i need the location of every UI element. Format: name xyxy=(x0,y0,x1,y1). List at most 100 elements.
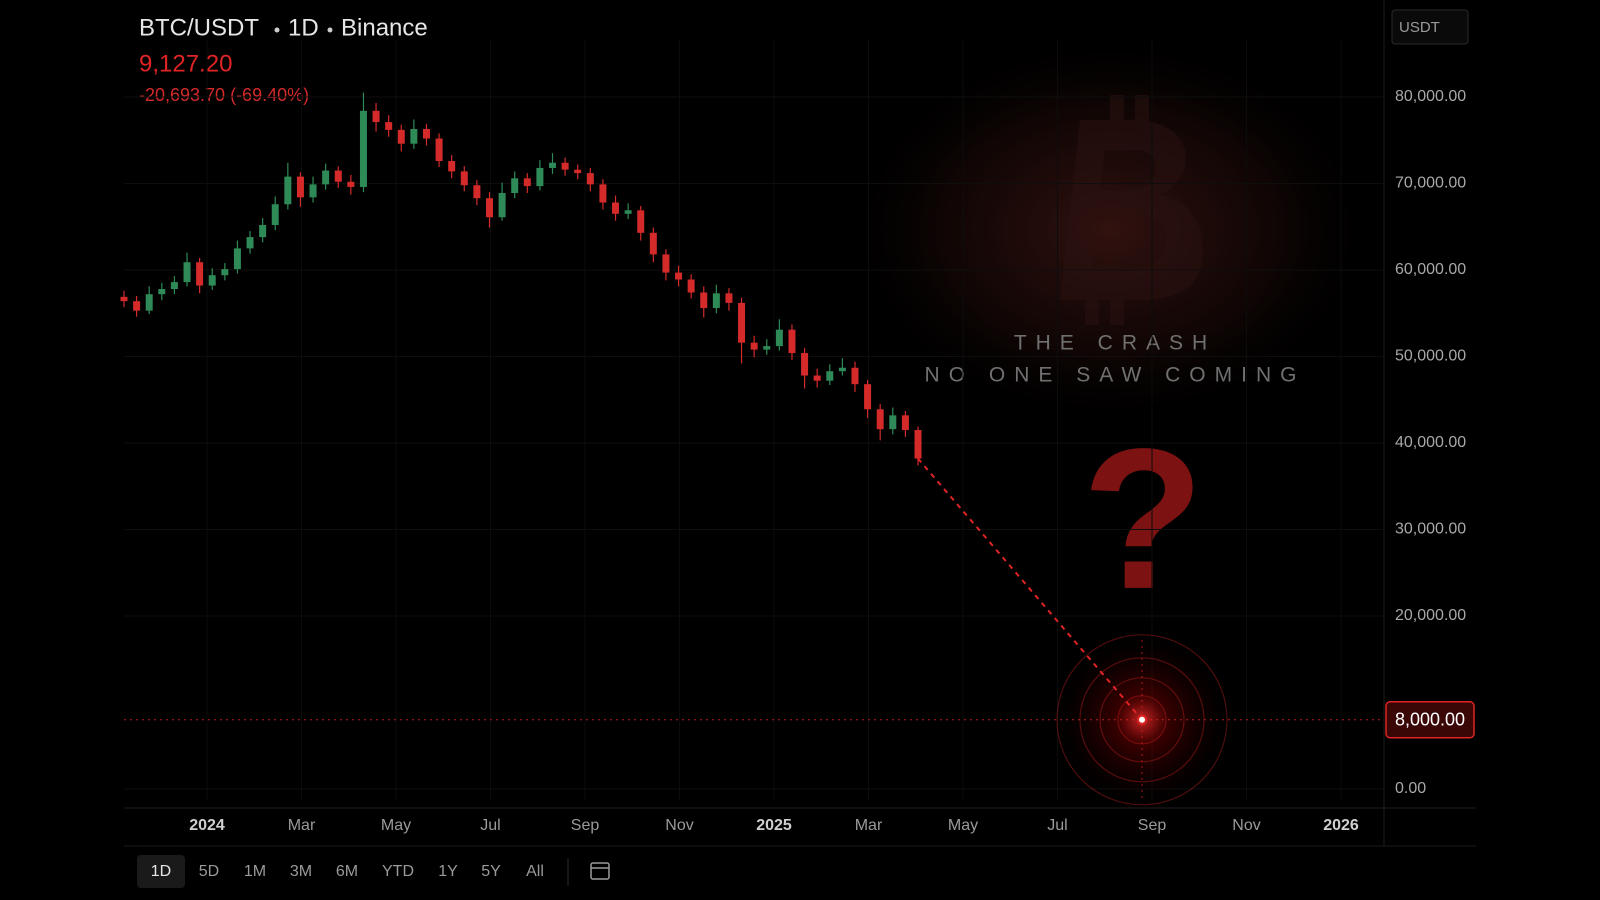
last-price: 9,127.20 xyxy=(139,50,232,77)
candle-body xyxy=(435,138,443,162)
candle-body xyxy=(725,293,733,303)
smoke xyxy=(840,30,1380,430)
target-ring xyxy=(1056,634,1228,806)
candle-body xyxy=(347,181,355,187)
range-button-bg[interactable] xyxy=(137,855,185,888)
candle-body xyxy=(889,415,897,430)
currency[interactable]: USDT xyxy=(1399,19,1440,36)
candle-body xyxy=(599,184,607,203)
candle-body xyxy=(473,185,481,199)
candle-body xyxy=(334,170,342,182)
target-label-box xyxy=(1385,701,1475,739)
candle-body xyxy=(901,415,909,431)
candle-body xyxy=(801,353,809,376)
range-button[interactable]: 1M xyxy=(244,863,266,880)
projection-line xyxy=(917,457,1143,721)
range-button[interactable]: 5Y xyxy=(481,863,501,880)
question-mark: ? xyxy=(1082,408,1204,631)
candle-body xyxy=(511,178,519,194)
candle-body xyxy=(851,367,859,385)
y-tick-label: 70,000.00 xyxy=(1395,175,1466,192)
candle-body xyxy=(183,262,191,283)
y-tick-label: 30,000.00 xyxy=(1395,521,1466,538)
y-tick-label: 80,000.00 xyxy=(1395,88,1466,105)
range-button[interactable]: 1Y xyxy=(438,863,458,880)
candle-body xyxy=(309,184,317,198)
candle-body xyxy=(422,129,430,139)
range-button[interactable]: 6M xyxy=(336,863,358,880)
x-tick-label: 2025 xyxy=(756,817,792,834)
candle-body xyxy=(246,237,254,249)
candle-body xyxy=(196,262,204,286)
y-tick-label: 50,000.00 xyxy=(1395,348,1466,365)
candle-body xyxy=(637,210,645,233)
x-tick-label: May xyxy=(948,817,978,834)
x-tick-label: Nov xyxy=(665,817,693,834)
candle-body xyxy=(485,198,493,218)
candle-body xyxy=(410,129,418,144)
interval: 1D xyxy=(288,14,319,41)
y-tick-label: 0.00 xyxy=(1395,780,1426,797)
candle-body xyxy=(460,171,468,186)
candle-body xyxy=(775,329,783,347)
candle-body xyxy=(574,169,582,174)
headline: NO ONE SAW COMING xyxy=(925,364,1306,387)
bitcoin-logo xyxy=(1060,95,1203,325)
candle-body xyxy=(322,170,330,185)
candle-body xyxy=(170,282,178,290)
price-change: -20,693.70 (-69.40%) xyxy=(139,85,309,105)
candle-body xyxy=(385,122,393,130)
separator-dot xyxy=(327,27,333,33)
exchange: Binance xyxy=(341,14,428,41)
candle-body xyxy=(549,162,557,168)
candle-body xyxy=(876,409,884,430)
target-dot xyxy=(1137,714,1147,725)
candle-body xyxy=(675,272,683,280)
target-label: 8,000.00 xyxy=(1395,710,1465,730)
candle-body xyxy=(284,176,292,205)
candle-body xyxy=(145,294,153,311)
candle-body xyxy=(838,367,846,372)
candle-body xyxy=(296,176,304,198)
x-tick-label: Sep xyxy=(571,817,600,834)
x-tick-label: Mar xyxy=(288,817,316,834)
x-tick-label: Mar xyxy=(855,817,883,834)
candle-body xyxy=(359,110,367,187)
x-tick-label: Jul xyxy=(480,817,500,834)
candle-body xyxy=(259,225,267,238)
y-tick-label: 40,000.00 xyxy=(1395,434,1466,451)
candle-body xyxy=(813,375,821,381)
candle-body xyxy=(864,384,872,410)
candle-body xyxy=(523,178,531,187)
x-tick-label: Nov xyxy=(1232,817,1260,834)
candle-body xyxy=(687,279,695,293)
currency-box[interactable] xyxy=(1391,9,1469,45)
y-tick-label: 20,000.00 xyxy=(1395,607,1466,624)
x-tick-label: Jul xyxy=(1047,817,1067,834)
x-tick-label: May xyxy=(381,817,411,834)
range-button[interactable]: YTD xyxy=(382,863,414,880)
range-button[interactable]: 1D xyxy=(151,863,171,880)
candle-body xyxy=(826,371,834,381)
range-button[interactable]: 5D xyxy=(199,863,219,880)
candle-body xyxy=(208,275,216,286)
candle-body xyxy=(158,289,166,295)
candle-body xyxy=(750,342,758,350)
range-button[interactable]: All xyxy=(526,863,544,880)
range-button[interactable]: 3M xyxy=(290,863,312,880)
candle-body xyxy=(624,210,632,214)
candle-body xyxy=(498,193,506,218)
x-tick-label: Sep xyxy=(1138,817,1167,834)
calendar-icon[interactable] xyxy=(590,862,610,880)
candle-body xyxy=(372,110,380,123)
symbol: BTC/USDT xyxy=(139,14,259,41)
candle-body xyxy=(914,430,922,459)
candle-body xyxy=(662,254,670,273)
candle-body xyxy=(397,129,405,144)
candle-body xyxy=(763,346,771,350)
candle-body xyxy=(448,161,456,172)
x-tick-label: 2026 xyxy=(1323,817,1359,834)
candle-body xyxy=(233,248,241,270)
candle-body xyxy=(561,162,569,170)
